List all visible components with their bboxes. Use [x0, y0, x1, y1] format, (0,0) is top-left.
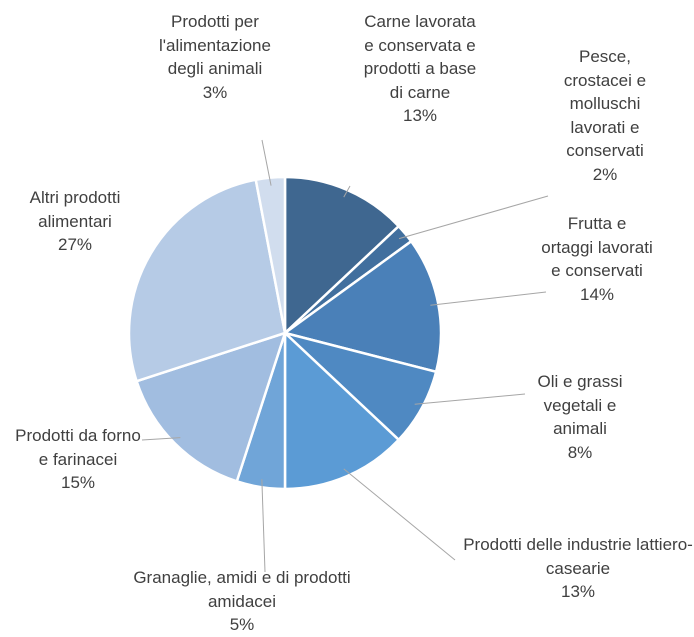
pie-slice	[283, 330, 401, 491]
data-label: Frutta e ortaggi lavorati e conservati 14…	[541, 212, 653, 306]
pie-slice	[282, 239, 443, 374]
data-label: Prodotti delle industrie lattiero-casear…	[458, 533, 694, 604]
data-label: Altri prodotti alimentari 27%	[0, 186, 150, 257]
leader-line	[343, 185, 351, 198]
leader-line	[430, 291, 547, 306]
data-label: Pesce, crostacei e molluschi lavorati e …	[546, 45, 664, 186]
pie-slice	[283, 175, 401, 336]
category-label: Granaglie, amidi e di prodotti amidacei	[133, 568, 351, 611]
category-label: Prodotti per l'alimentazione degli anima…	[159, 12, 271, 78]
leader-line	[141, 437, 181, 441]
category-label: Carne lavorata e conservata e prodotti a…	[363, 12, 477, 102]
category-label: Prodotti da forno e farinacei	[15, 426, 141, 469]
category-label: Prodotti delle industrie lattiero-casear…	[463, 535, 693, 578]
data-label: Prodotti da forno e farinacei 15%	[13, 424, 143, 495]
category-label: Pesce, crostacei e molluschi lavorati e …	[563, 47, 647, 160]
value-label: 14%	[579, 284, 615, 304]
pie-slice	[127, 178, 287, 383]
category-label: Frutta e ortaggi lavorati e conservati	[541, 214, 653, 280]
leader-line	[398, 195, 549, 240]
leader-line	[261, 479, 266, 573]
value-label: 27%	[57, 235, 93, 254]
data-label: Carne lavorata e conservata e prodotti a…	[361, 10, 479, 128]
chart: Carne lavorata e conservata e prodotti a…	[0, 10, 694, 634]
data-label: Granaglie, amidi e di prodotti amidacei 5…	[112, 566, 372, 637]
value-label: 15%	[60, 473, 96, 492]
pie-slice	[254, 175, 287, 334]
pie-canvas	[127, 139, 549, 573]
data-label: Prodotti per l'alimentazione degli anima…	[150, 10, 280, 104]
leader-line	[414, 393, 526, 405]
value-label: 8%	[567, 442, 593, 462]
value-label: 3%	[202, 82, 228, 102]
category-label: Oli e grassi vegetali e animali	[537, 372, 623, 438]
leader-line	[261, 139, 272, 186]
value-label: 13%	[402, 106, 438, 125]
data-label: Oli e grassi vegetali e animali 8%	[520, 370, 640, 464]
value-label: 2%	[592, 164, 618, 184]
value-label: 13%	[560, 582, 596, 601]
leader-line	[343, 468, 456, 561]
category-label: Altri prodotti alimentari	[29, 188, 121, 231]
value-label: 5%	[229, 615, 255, 634]
